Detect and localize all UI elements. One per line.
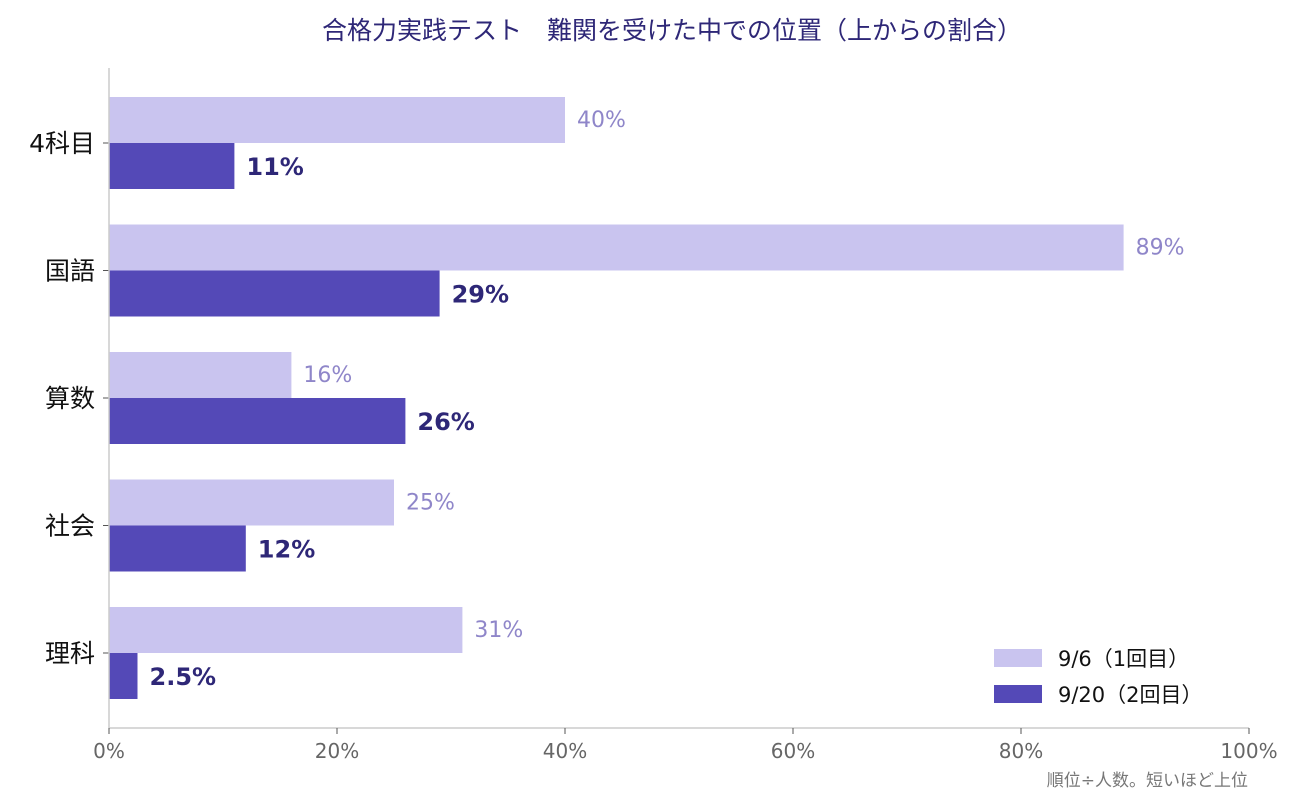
- bar-series1-1: [109, 224, 1124, 271]
- value-label-series2-2: 26%: [417, 408, 474, 436]
- bar-series2-4: [109, 653, 138, 699]
- x-tick-label-5: 100%: [1220, 739, 1277, 763]
- legend-swatch-2: [994, 685, 1042, 703]
- value-label-series1-3: 25%: [406, 491, 455, 516]
- x-tick-label-2: 40%: [543, 739, 587, 763]
- value-label-series1-4: 31%: [474, 618, 523, 643]
- bar-group: [109, 97, 1124, 699]
- bar-series2-1: [109, 270, 440, 317]
- bar-series2-0: [109, 143, 235, 189]
- footnote: 順位÷人数。短いほど上位: [1047, 771, 1248, 791]
- x-tick-label-4: 80%: [999, 739, 1043, 763]
- bar-series1-4: [109, 607, 463, 653]
- value-label-series1-2: 16%: [303, 363, 352, 388]
- x-tick-label-1: 20%: [315, 739, 359, 763]
- legend: 9/6（1回目） 9/20（2回目）: [994, 647, 1203, 707]
- legend-label-2: 9/20（2回目）: [1058, 683, 1203, 707]
- legend-swatch-1: [994, 649, 1042, 667]
- category-label-1: 国語: [45, 257, 95, 286]
- value-label-series2-4: 2.5%: [150, 663, 217, 691]
- value-label-series2-3: 12%: [258, 536, 315, 564]
- category-label-0: 4科目: [29, 129, 95, 158]
- value-label-series2-1: 29%: [452, 281, 509, 309]
- chart-title: 合格力実践テスト 難関を受けた中での位置（上からの割合）: [322, 16, 1022, 45]
- bar-series2-3: [109, 525, 246, 572]
- value-label-series1-0: 40%: [577, 108, 626, 133]
- category-label-3: 社会: [45, 512, 95, 541]
- category-label-4: 理科: [45, 639, 95, 668]
- bar-series1-3: [109, 479, 394, 526]
- bar-series1-2: [109, 352, 292, 398]
- value-label-series1-1: 89%: [1136, 236, 1185, 261]
- x-tick-label-0: 0%: [93, 739, 125, 763]
- bar-series2-2: [109, 398, 406, 444]
- value-label-group: 40% 11% 89% 29% 16% 26% 25% 12% 31% 2.5%: [150, 108, 1185, 691]
- bar-series1-0: [109, 97, 565, 143]
- x-tick-label-3: 60%: [771, 739, 815, 763]
- category-label-2: 算数: [45, 384, 95, 413]
- value-label-series2-0: 11%: [246, 153, 303, 181]
- legend-label-1: 9/6（1回目）: [1058, 647, 1189, 671]
